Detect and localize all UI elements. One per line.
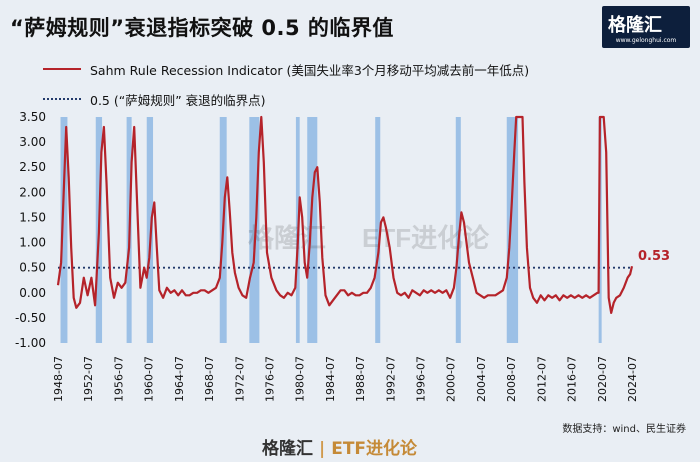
- logo-url: www.gelonghui.com: [615, 37, 677, 44]
- y-tick-label: -0.50: [15, 311, 46, 325]
- x-tick-label: 1988-07: [354, 356, 367, 402]
- watermark-left: 格隆汇: [248, 223, 326, 253]
- y-tick-label: 0.00: [19, 286, 46, 300]
- legend-series: Sahm Rule Recession Indicator (美国失业率3个月移…: [43, 60, 530, 79]
- data-source: 数据支持：wind、民生证券: [562, 424, 686, 435]
- x-tick-label: 2004-07: [475, 356, 488, 402]
- y-tick-label: 3.50: [19, 110, 46, 124]
- x-tick-label: 2012-07: [535, 356, 548, 402]
- x-tick-label: 1984-07: [324, 356, 337, 402]
- x-axis: 1948-07 1952-07 1956-07 1960-07 1964-07 1968-…: [52, 356, 639, 402]
- y-tick-label: 3.00: [19, 135, 46, 149]
- x-tick-label: 2000-07: [445, 356, 458, 402]
- x-tick-label: 2024-07: [626, 356, 639, 402]
- x-tick-label: 1968-07: [203, 356, 216, 402]
- y-axis: 3.50 3.00 2.50 2.00 1.50 1.00 0.50 0.00 -0.50 -1.…: [15, 110, 46, 350]
- logo-text: 格隆汇: [608, 15, 662, 36]
- x-tick-label: 1956-07: [112, 356, 125, 402]
- recession-band: [146, 117, 154, 343]
- y-tick-label: 2.00: [19, 185, 46, 199]
- x-tick-label: 1948-07: [52, 356, 65, 402]
- x-tick-label: 1976-07: [263, 356, 276, 402]
- last-value-label: 0.53: [638, 249, 670, 264]
- x-tick-label: 1964-07: [173, 356, 186, 402]
- legend-threshold: 0.5 (“萨姆规则” 衰退的临界点): [43, 90, 266, 109]
- watermark-right: ETF进化论: [362, 223, 490, 253]
- watermark: 格隆汇 ETF进化论: [248, 223, 490, 253]
- series-line: [56, 115, 634, 314]
- chart-title: “萨姆规则”衰退指标突破 0.5 的临界值: [10, 16, 394, 40]
- footer-brand: 格隆汇 | ETF进化论: [262, 434, 417, 459]
- recession-bands: [60, 117, 602, 343]
- recession-band: [60, 117, 68, 343]
- y-tick-label: 2.50: [19, 160, 46, 174]
- recession-band: [506, 117, 519, 343]
- footer-logo-text: 格隆汇: [262, 439, 313, 459]
- recession-band: [249, 117, 260, 343]
- x-tick-label: 2008-07: [505, 356, 518, 402]
- y-tick-label: 1.00: [19, 236, 46, 250]
- y-tick-label: 1.50: [19, 210, 46, 224]
- recession-band: [455, 117, 461, 343]
- legend-series-label: Sahm Rule Recession Indicator (美国失业率3个月移…: [90, 63, 530, 78]
- x-tick-label: 1960-07: [143, 356, 156, 402]
- x-tick-label: 1992-07: [384, 356, 397, 402]
- x-tick-label: 2016-07: [566, 356, 579, 402]
- legend-line-swatch: [43, 68, 81, 70]
- x-tick-label: 2020-07: [596, 356, 609, 402]
- y-tick-label: -1.00: [15, 336, 46, 350]
- legend-threshold-label: 0.5 (“萨姆规则” 衰退的临界点): [90, 93, 266, 108]
- footer-separator: |: [319, 439, 326, 459]
- recession-band: [375, 117, 381, 343]
- legend-dotted-swatch: [43, 98, 81, 100]
- x-tick-label: 1972-07: [233, 356, 246, 402]
- x-tick-label: 1996-07: [415, 356, 428, 402]
- footer-etf-text: ETF进化论: [331, 439, 418, 459]
- y-tick-label: 0.50: [19, 261, 46, 275]
- x-tick-label: 1952-07: [82, 356, 95, 402]
- x-tick-label: 1980-07: [294, 356, 307, 402]
- recession-band: [307, 117, 318, 343]
- brand-logo: 格隆汇 www.gelonghui.com: [602, 6, 690, 48]
